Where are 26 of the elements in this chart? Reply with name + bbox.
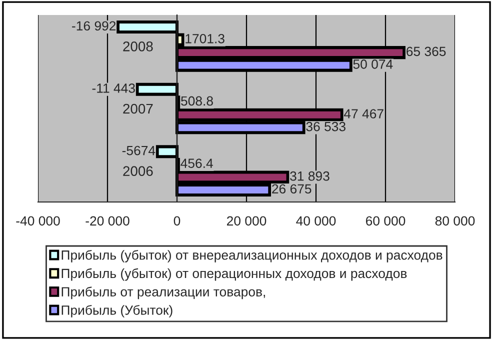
x-tick-label: -20 000	[86, 216, 130, 226]
x-tick-label: -40 000	[16, 216, 60, 226]
data-label: 1701.3	[186, 34, 224, 44]
legend-label: Прибыль (убыток) от внереализационных доходов и расходов	[62, 250, 442, 262]
data-label: 31 893	[290, 171, 330, 181]
x-tick-label: 20 000	[226, 216, 266, 226]
data-label: 50 074	[353, 60, 393, 69]
data-label: 36 533	[306, 122, 346, 132]
data-label: -11 443	[92, 84, 135, 93]
data-label: 456.4	[180, 158, 213, 168]
legend-label: Прибыль (убыток) от операционных доходов и расходов	[62, 268, 407, 281]
y-tick-label: 2007	[123, 104, 153, 114]
x-tick-label: 80 000	[435, 216, 475, 226]
data-label: 47 467	[344, 109, 384, 118]
data-label: 26 675	[272, 184, 312, 194]
y-tick-label: 2008	[123, 42, 153, 52]
x-tick-label: 40 000	[296, 216, 336, 226]
data-label: -5674	[122, 146, 156, 156]
y-tick-label: 2006	[123, 166, 153, 176]
data-label: 65 365	[406, 46, 446, 56]
data-label: -16 992	[72, 21, 116, 31]
legend-label: Прибыль от реализации товаров,	[62, 286, 265, 300]
x-tick-label: 60 000	[366, 216, 406, 226]
legend-label: Прибыль (Убыток)	[62, 305, 172, 318]
x-tick-label: 0	[174, 216, 180, 226]
data-label: 508.8	[181, 96, 213, 106]
